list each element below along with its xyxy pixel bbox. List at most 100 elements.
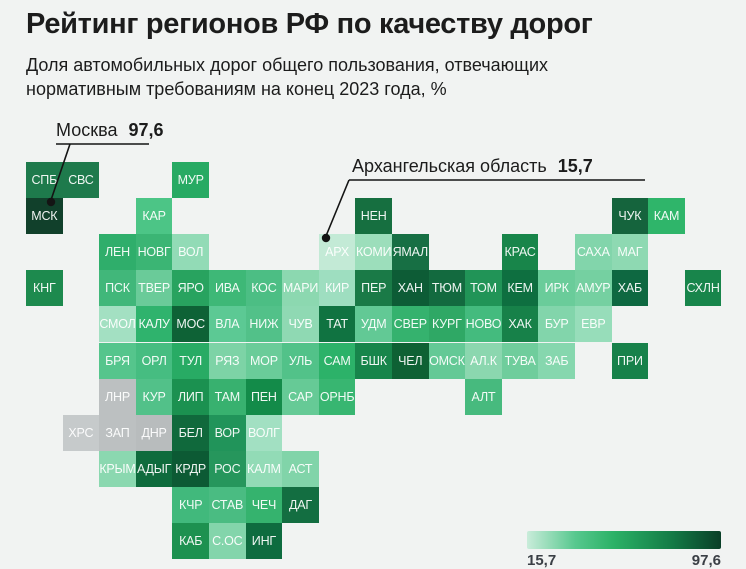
region-tile-ЛИП: ЛИП	[172, 378, 209, 415]
region-tile-ИРК: ИРК	[538, 270, 575, 307]
annotation-arkhangelsk-label: Архангельская область	[352, 156, 547, 176]
region-tile-МСК: МСК	[26, 198, 63, 235]
region-tile-КАЛМ: КАЛМ	[245, 450, 283, 487]
region-tile-СВЕР: СВЕР	[392, 306, 429, 343]
region-tile-КАЛУ: КАЛУ	[135, 306, 173, 343]
annotation-moscow: Москва 97,6	[56, 120, 164, 141]
region-tile-КРАС: КРАС	[501, 234, 539, 271]
region-tile-КУРГ: КУРГ	[428, 306, 466, 343]
region-tile-СПБ: СПБ	[26, 162, 63, 199]
region-tile-ТВЕР: ТВЕР	[135, 270, 173, 307]
region-tile-КРЫМ: КРЫМ	[99, 450, 136, 487]
region-tile-ХАН: ХАН	[392, 270, 429, 307]
region-tile-БУР: БУР	[538, 306, 575, 343]
region-tile-ТАТ: ТАТ	[318, 306, 356, 343]
region-tile-ДАГ: ДАГ	[282, 486, 319, 523]
region-tile-ТОМ: ТОМ	[465, 270, 502, 307]
region-tile-МАГ: МАГ	[611, 234, 649, 271]
region-tile-ЯРО: ЯРО	[172, 270, 209, 307]
legend-labels: 15,7 97,6	[527, 552, 721, 569]
region-tile-ВОР: ВОР	[209, 414, 246, 451]
page-subtitle-line2: нормативным требованиям на конец 2023 го…	[26, 78, 447, 99]
region-tile-НЕН: НЕН	[355, 198, 392, 235]
region-tile-ОРНБ: ОРНБ	[318, 378, 356, 415]
region-tile-ВОЛ: ВОЛ	[172, 234, 209, 271]
region-tile-ПСК: ПСК	[99, 270, 136, 307]
annotation-arkhangelsk: Архангельская область 15,7	[352, 156, 593, 177]
region-tile-ОМСК: ОМСК	[428, 342, 466, 379]
region-tile-ЯМАЛ: ЯМАЛ	[392, 234, 429, 271]
region-tile-САМ: САМ	[318, 342, 356, 379]
region-tile-ЧЕЛ: ЧЕЛ	[392, 342, 429, 379]
page-title: Рейтинг регионов РФ по качеству дорог	[26, 8, 593, 40]
legend-min-label: 15,7	[527, 552, 557, 569]
region-tile-ТУВА: ТУВА	[501, 342, 539, 379]
region-tile-САР: САР	[282, 378, 319, 415]
region-tile-ТАМ: ТАМ	[209, 378, 246, 415]
region-tile-УЛЬ: УЛЬ	[282, 342, 319, 379]
region-tile-СМОЛ: СМОЛ	[99, 306, 136, 343]
region-tile-СХЛН: СХЛН	[684, 270, 722, 307]
region-tile-ПРИ: ПРИ	[611, 342, 649, 379]
region-tile-С.ОС: С.ОС	[209, 523, 246, 560]
region-tile-КОС: КОС	[245, 270, 283, 307]
region-tile-АДЫГ: АДЫГ	[135, 450, 173, 487]
region-tile-КАР: КАР	[135, 198, 173, 235]
region-tile-МАРИ: МАРИ	[282, 270, 319, 307]
legend-gradient-bar	[527, 531, 721, 549]
region-tile-ПЕР: ПЕР	[355, 270, 392, 307]
region-tile-ИНГ: ИНГ	[245, 523, 283, 560]
annotation-arkhangelsk-value: 15,7	[557, 156, 593, 176]
region-tile-ХАК: ХАК	[501, 306, 539, 343]
page-subtitle-line1: Доля автомобильных дорог общего пользова…	[26, 55, 549, 75]
legend-max-label: 97,6	[691, 552, 721, 569]
region-tile-МОР: МОР	[245, 342, 283, 379]
region-tile-ТУЛ: ТУЛ	[172, 342, 209, 379]
region-tile-ВЛА: ВЛА	[209, 306, 246, 343]
region-tile-САХА: САХА	[575, 234, 612, 271]
region-tile-КАБ: КАБ	[172, 523, 209, 560]
page-subtitle: Доля автомобильных дорог общего пользова…	[26, 54, 706, 102]
annotation-moscow-label: Москва	[56, 120, 118, 140]
region-tile-ЧУВ: ЧУВ	[282, 306, 319, 343]
region-tile-КУР: КУР	[135, 378, 173, 415]
region-tile-ДНР: ДНР	[135, 414, 173, 451]
region-tile-БЕЛ: БЕЛ	[172, 414, 209, 451]
region-tile-БРЯ: БРЯ	[99, 342, 136, 379]
region-tile-НОВО: НОВО	[465, 306, 502, 343]
region-tile-КРДР: КРДР	[172, 450, 209, 487]
region-tile-МОС: МОС	[172, 306, 209, 343]
annotation-moscow-value: 97,6	[128, 120, 164, 140]
region-tile-РЯЗ: РЯЗ	[209, 342, 246, 379]
region-tile-ЧУК: ЧУК	[611, 198, 649, 235]
region-tile-АМУР: АМУР	[575, 270, 612, 307]
region-tile-НОВГ: НОВГ	[135, 234, 173, 271]
region-tile-ЕВР: ЕВР	[575, 306, 612, 343]
region-tile-СТАВ: СТАВ	[209, 486, 246, 523]
region-tile-УДМ: УДМ	[355, 306, 392, 343]
region-tile-КОМИ: КОМИ	[355, 234, 392, 271]
region-tile-ВОЛГ: ВОЛГ	[245, 414, 283, 451]
region-tile-МУР: МУР	[172, 162, 209, 199]
region-tile-КЕМ: КЕМ	[501, 270, 539, 307]
region-tile-ТЮМ: ТЮМ	[428, 270, 466, 307]
region-tile-КАМ: КАМ	[648, 198, 685, 235]
region-tile-ХАБ: ХАБ	[611, 270, 649, 307]
region-tile-КИР: КИР	[318, 270, 356, 307]
region-tile-РОС: РОС	[209, 450, 246, 487]
region-tile-КНГ: КНГ	[26, 270, 63, 307]
region-tile-ЧЕЧ: ЧЕЧ	[245, 486, 283, 523]
region-tile-АЛТ: АЛТ	[465, 378, 502, 415]
region-tile-ИВА: ИВА	[209, 270, 246, 307]
region-tile-ЗАП: ЗАП	[99, 414, 136, 451]
region-tile-АЛ.К: АЛ.К	[465, 342, 502, 379]
region-tile-АСТ: АСТ	[282, 450, 319, 487]
region-tile-ЛНР: ЛНР	[99, 378, 136, 415]
region-tile-ХРС: ХРС	[62, 414, 100, 451]
region-tile-ОРЛ: ОРЛ	[135, 342, 173, 379]
region-tile-АРХ: АРХ	[318, 234, 356, 271]
region-tile-КЧР: КЧР	[172, 486, 209, 523]
region-tile-ЗАБ: ЗАБ	[538, 342, 575, 379]
region-tile-ПЕН: ПЕН	[245, 378, 283, 415]
